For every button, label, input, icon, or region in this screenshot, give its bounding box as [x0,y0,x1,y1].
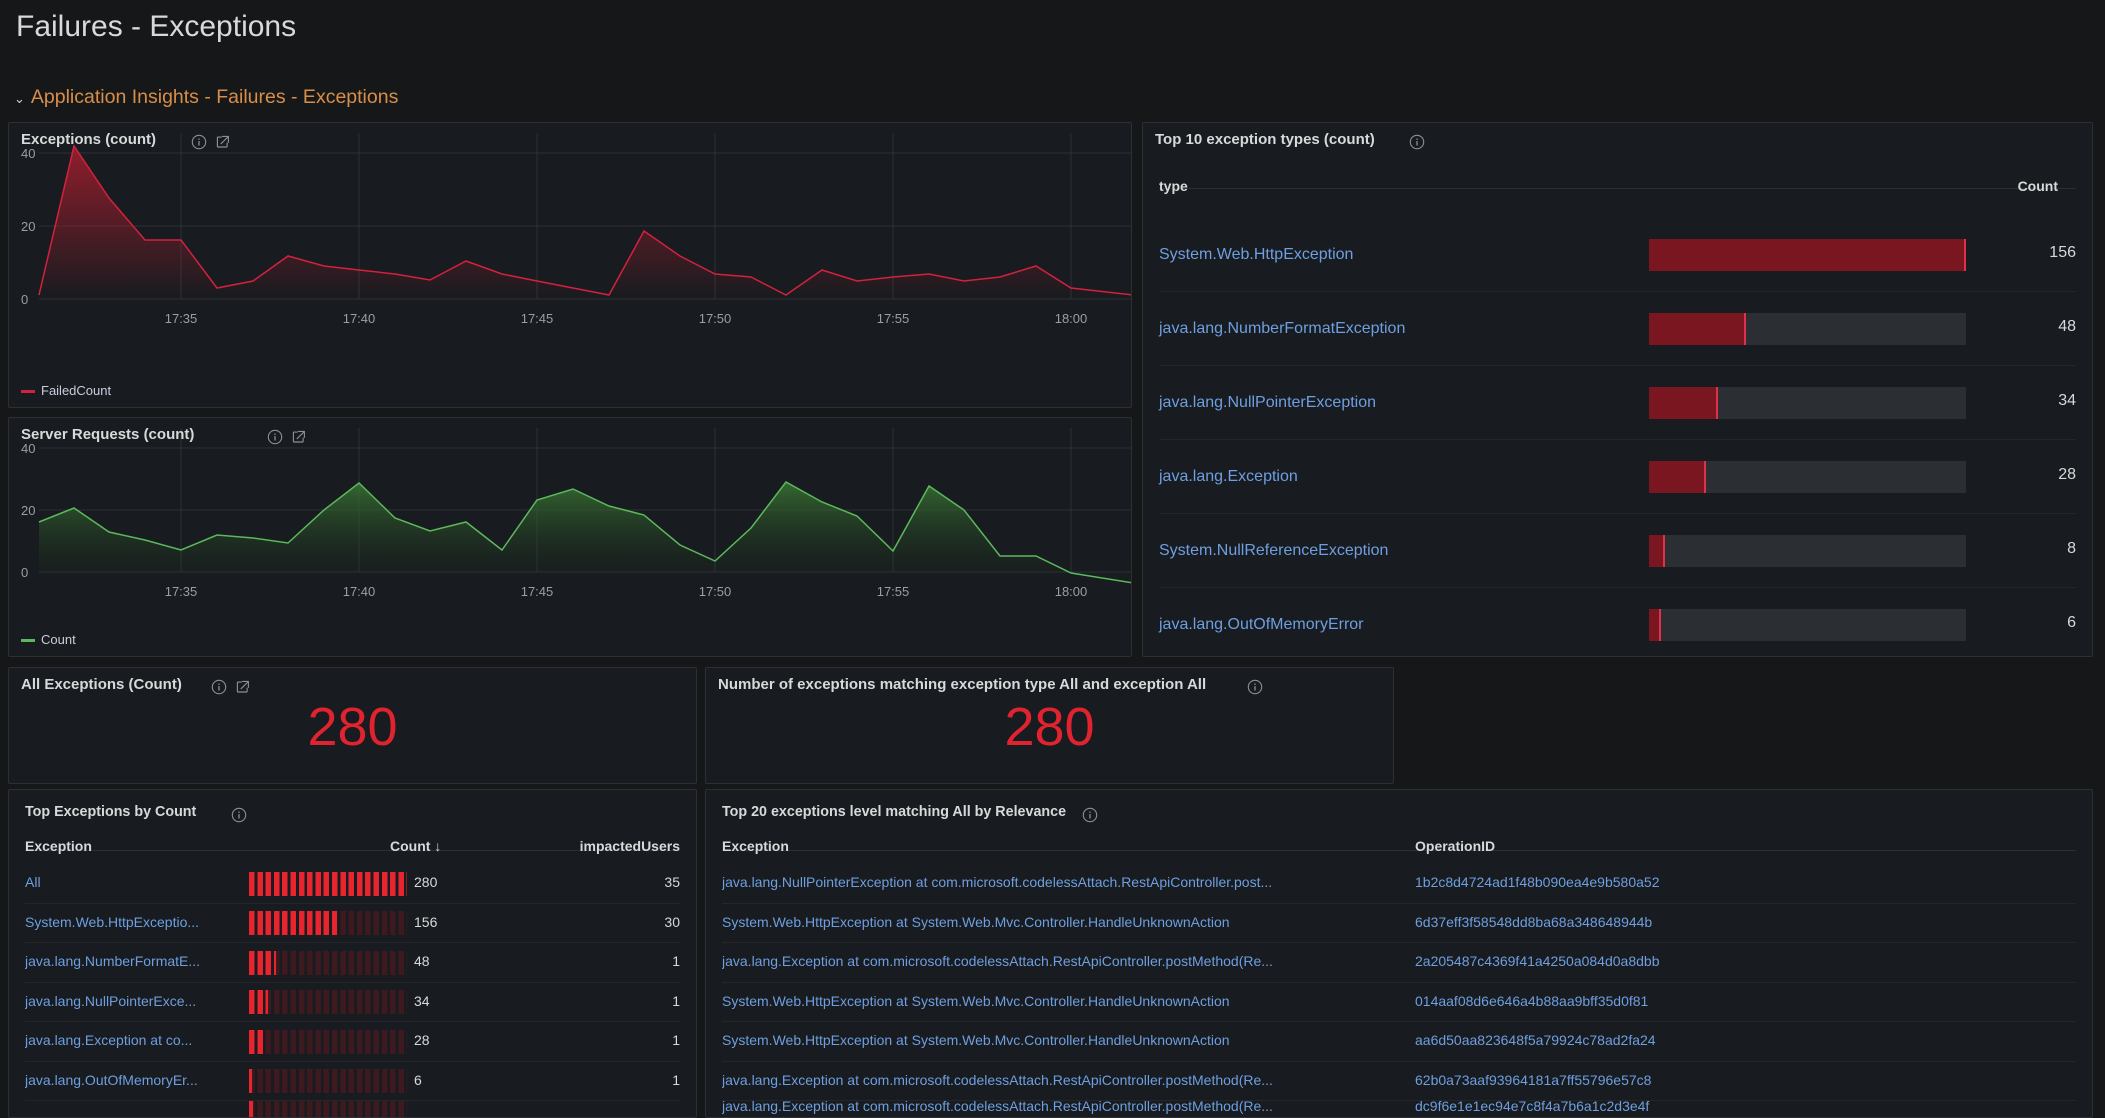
svg-text:0: 0 [21,292,28,307]
svg-text:17:45: 17:45 [521,584,554,599]
svg-text:18:00: 18:00 [1055,311,1088,326]
svg-text:17:50: 17:50 [699,311,732,326]
svg-text:17:40: 17:40 [343,311,376,326]
svg-text:17:35: 17:35 [165,584,198,599]
svg-text:17:55: 17:55 [877,311,910,326]
svg-text:17:45: 17:45 [521,311,554,326]
svg-text:20: 20 [21,503,35,518]
svg-text:20: 20 [21,219,35,234]
svg-text:18:00: 18:00 [1055,584,1088,599]
svg-text:40: 40 [21,146,35,161]
svg-text:17:55: 17:55 [877,584,910,599]
svg-text:40: 40 [21,441,35,456]
svg-text:17:35: 17:35 [165,311,198,326]
svg-text:17:40: 17:40 [343,584,376,599]
svg-text:0: 0 [21,565,28,580]
svg-text:17:50: 17:50 [699,584,732,599]
